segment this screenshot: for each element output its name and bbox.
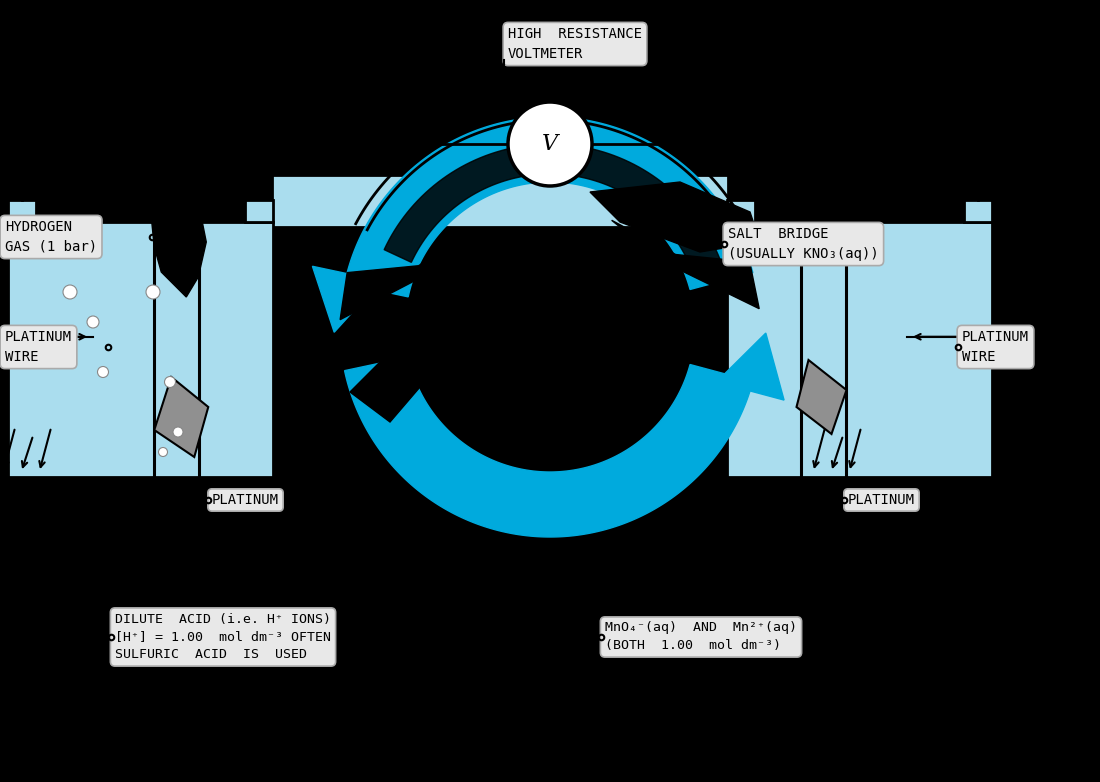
Circle shape xyxy=(165,376,176,388)
Polygon shape xyxy=(796,360,847,434)
Polygon shape xyxy=(312,267,381,332)
Bar xyxy=(245,200,273,222)
Circle shape xyxy=(56,346,69,358)
Bar xyxy=(8,222,273,477)
Circle shape xyxy=(98,367,109,378)
Text: SALT  BRIDGE
(USUALLY KNO₃(aq)): SALT BRIDGE (USUALLY KNO₃(aq)) xyxy=(728,228,879,260)
Polygon shape xyxy=(612,221,759,309)
Polygon shape xyxy=(590,182,760,252)
Text: MnO₄⁻(aq)  AND  Mn²⁺(aq)
(BOTH  1.00  mol dm⁻³): MnO₄⁻(aq) AND Mn²⁺(aq) (BOTH 1.00 mol dm… xyxy=(605,622,797,652)
Text: HIGH  RESISTANCE
VOLTMETER: HIGH RESISTANCE VOLTMETER xyxy=(508,27,642,61)
Circle shape xyxy=(508,102,592,186)
Text: PLATINUM: PLATINUM xyxy=(212,493,279,507)
Bar xyxy=(727,222,992,477)
Polygon shape xyxy=(152,217,207,297)
Circle shape xyxy=(158,447,167,457)
Polygon shape xyxy=(350,332,450,422)
Text: PLATINUM: PLATINUM xyxy=(848,493,915,507)
Bar xyxy=(272,175,728,227)
Circle shape xyxy=(63,285,77,299)
Polygon shape xyxy=(716,333,784,400)
Circle shape xyxy=(87,316,99,328)
Polygon shape xyxy=(340,232,471,320)
Polygon shape xyxy=(344,357,752,537)
Polygon shape xyxy=(384,144,722,274)
Circle shape xyxy=(173,427,183,437)
Bar xyxy=(727,200,755,222)
Text: V: V xyxy=(542,133,558,155)
Bar xyxy=(964,200,992,222)
Text: PLATINUM
WIRE: PLATINUM WIRE xyxy=(6,330,72,364)
Text: PLATINUM
WIRE: PLATINUM WIRE xyxy=(962,330,1028,364)
Polygon shape xyxy=(344,117,752,297)
Text: HYDROGEN
GAS (1 bar): HYDROGEN GAS (1 bar) xyxy=(6,221,97,253)
Polygon shape xyxy=(154,377,208,457)
Bar xyxy=(8,200,36,222)
Circle shape xyxy=(146,285,160,299)
Text: DILUTE  ACID (i.e. H⁺ IONS)
[H⁺] = 1.00  mol dm⁻³ OFTEN
SULFURIC  ACID  IS  USED: DILUTE ACID (i.e. H⁺ IONS) [H⁺] = 1.00 m… xyxy=(116,612,331,662)
